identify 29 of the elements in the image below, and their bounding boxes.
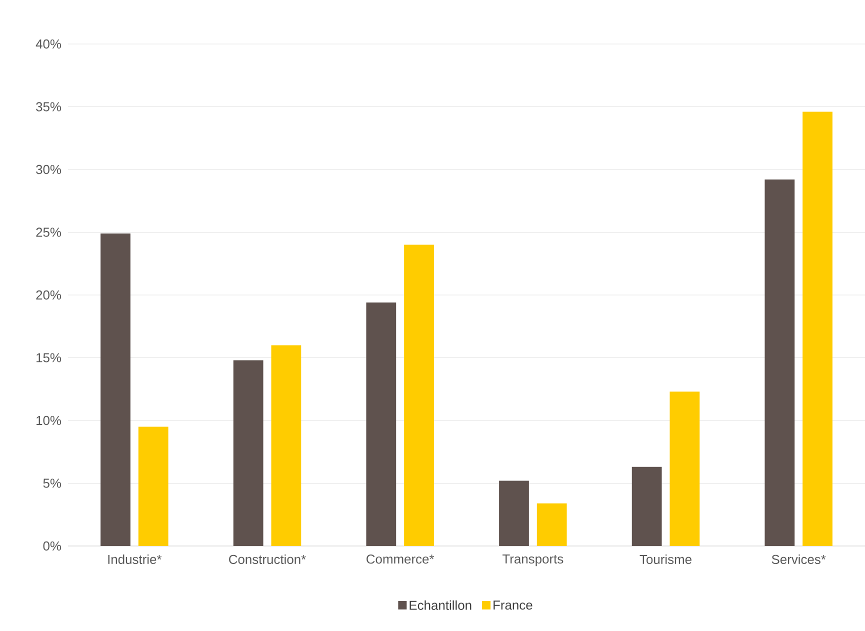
bar [802, 112, 832, 546]
x-tick-label: Tourisme [640, 554, 692, 564]
bar [271, 345, 302, 546]
bar [764, 180, 795, 546]
bar [670, 392, 700, 546]
legend-label: Echantillon [410, 600, 472, 610]
x-tick-label: Construction* [229, 554, 306, 564]
y-tick-label: 25% [36, 228, 62, 237]
bar [404, 244, 434, 546]
y-tick-label: 5% [43, 478, 62, 488]
x-tick-label: Transports [502, 554, 564, 566]
bar [233, 360, 264, 546]
x-tick-label: Services* [772, 554, 826, 564]
y-tick-label: 30% [36, 164, 62, 174]
y-tick-label: 20% [36, 290, 62, 300]
y-tick-label: 15% [36, 353, 62, 362]
x-tick-label: Industrie* [108, 554, 162, 564]
y-tick-label: 40% [36, 39, 62, 49]
bar [138, 426, 168, 546]
bar [632, 466, 662, 546]
x-tick-label: Commerce* [366, 554, 434, 564]
bar [536, 503, 567, 546]
bar [499, 480, 529, 546]
y-tick-label: 10% [36, 416, 62, 426]
y-tick-label: 0% [43, 541, 62, 551]
legend-label: France [494, 600, 532, 610]
y-tick-label: 35% [36, 102, 62, 112]
bar [366, 302, 396, 546]
bar [100, 234, 130, 546]
